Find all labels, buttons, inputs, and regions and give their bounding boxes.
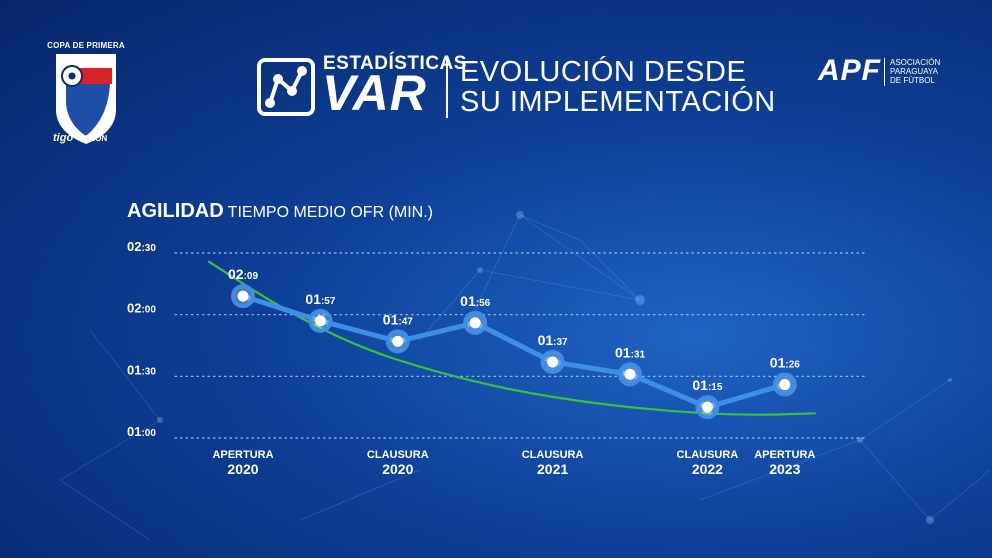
apf-name-line1: ASOCIACIÓN — [890, 58, 941, 67]
x-tick-year: 2021 — [537, 461, 568, 477]
data-label: 01:26 — [770, 355, 800, 371]
apf-name-line2: PARAGUAYA — [890, 67, 939, 76]
data-label: 02:09 — [228, 266, 258, 282]
y-tick-label: 02:30 — [127, 239, 156, 254]
y-tick-label: 01:00 — [127, 424, 156, 439]
header-var-label: VAR — [322, 65, 427, 121]
league-title: COPA DE PRIMERA — [47, 41, 125, 50]
x-tick-label: APERTURA — [754, 449, 815, 461]
var-screen-icon — [257, 58, 315, 116]
data-point-center — [547, 356, 559, 368]
y-tick-label: 01:30 — [127, 362, 156, 377]
sponsor-logo-tigo: tigo — [53, 132, 74, 144]
data-label: 01:37 — [538, 332, 568, 348]
data-point-center — [624, 368, 636, 380]
data-point-center — [779, 379, 791, 391]
apf-logo: APF — [818, 54, 881, 87]
series-line — [242, 293, 786, 410]
data-point-center — [392, 335, 404, 347]
data-point-center — [314, 315, 326, 327]
copa-de-primera-logo — [56, 54, 116, 144]
apf-divider — [884, 58, 885, 86]
header-subtitle-line1: EVOLUCIÓN DESDE — [460, 56, 747, 88]
header-stats-label: ESTADÍSTICAS — [323, 53, 467, 74]
apf-name-line3: DE FÚTBOL — [890, 76, 935, 85]
sponsor-logo-vision: VISION — [80, 134, 108, 143]
data-point-center — [701, 401, 713, 413]
y-tick-label: 02:00 — [127, 301, 156, 316]
x-tick-year: 2022 — [692, 461, 723, 477]
trend-line — [207, 260, 816, 416]
data-label: 01:15 — [692, 377, 722, 393]
x-tick-label: APERTURA — [212, 449, 273, 461]
chart-subtitle: TIEMPO MEDIO OFR (MIN.) — [227, 204, 433, 221]
data-label: 01:56 — [460, 293, 490, 309]
data-label: 01:57 — [305, 291, 335, 307]
x-tick-year: 2020 — [382, 461, 413, 477]
header-divider — [446, 56, 448, 118]
x-tick-label: CLAUSURA — [677, 449, 739, 461]
data-label: 01:31 — [615, 344, 645, 360]
x-tick-label: CLAUSURA — [522, 449, 584, 461]
x-tick-year: 2020 — [227, 461, 258, 477]
chart-heading: AGILIDAD TIEMPO MEDIO OFR (MIN.) — [127, 200, 433, 223]
chart-title: AGILIDAD — [127, 200, 224, 222]
data-point-center — [237, 290, 249, 302]
x-tick-label: CLAUSURA — [367, 449, 429, 461]
header-subtitle-line2: SU IMPLEMENTACIÓN — [460, 86, 776, 118]
data-point-center — [469, 317, 481, 329]
data-label: 01:47 — [383, 311, 413, 327]
x-tick-year: 2023 — [769, 461, 800, 477]
